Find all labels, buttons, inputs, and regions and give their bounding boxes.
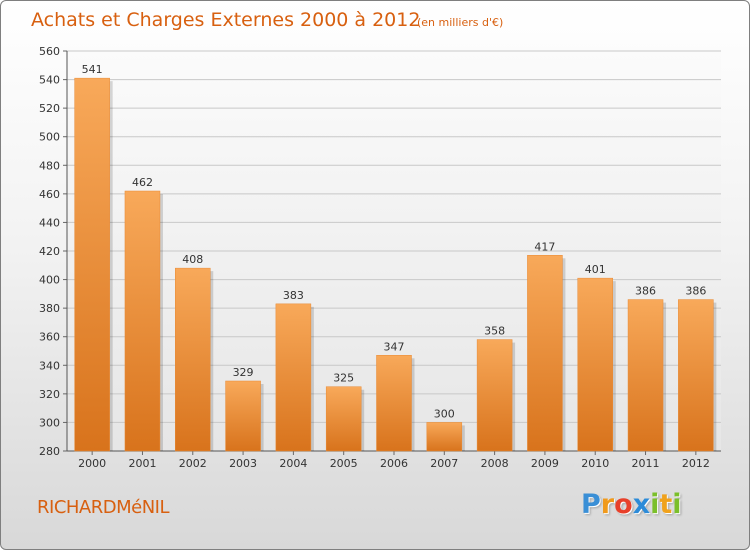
x-tick-label-2005: 2005 — [330, 457, 358, 470]
logo-letter: i — [650, 489, 660, 520]
data-label-2006: 347 — [384, 340, 405, 353]
logo-letter: x — [632, 489, 651, 520]
x-tick-label-2002: 2002 — [179, 457, 207, 470]
data-label-2007: 300 — [434, 407, 455, 420]
x-tick-label-2004: 2004 — [279, 457, 307, 470]
y-tick-label: 540 — [39, 74, 60, 87]
y-tick-label: 440 — [39, 216, 60, 229]
bar-2006 — [376, 355, 412, 452]
bar-2007 — [426, 422, 463, 452]
town-name: RICHARDMéNIL — [37, 497, 170, 518]
y-tick-label: 340 — [39, 359, 60, 372]
data-label-2002: 408 — [182, 253, 203, 266]
bar-2000 — [74, 77, 110, 452]
logo-letter: o — [614, 489, 633, 520]
x-tick-label-2008: 2008 — [481, 457, 509, 470]
x-tick-label-2007: 2007 — [430, 457, 458, 470]
data-label-2010: 401 — [585, 263, 606, 276]
chart-subtitle: (en milliers d'€) — [417, 16, 504, 29]
y-tick-label: 480 — [39, 159, 60, 172]
bar-2002 — [175, 267, 211, 452]
bar-2003 — [225, 380, 261, 452]
x-tick-label-2001: 2001 — [128, 457, 156, 470]
logo-letter: r — [600, 489, 615, 520]
y-tick-label: 280 — [39, 445, 60, 458]
y-tick-label: 460 — [39, 188, 60, 201]
logo-letter: P — [581, 489, 601, 520]
bar-2001 — [124, 190, 161, 452]
bar-2012 — [678, 299, 714, 452]
data-label-2009: 417 — [534, 240, 555, 253]
x-tick-label-2003: 2003 — [229, 457, 257, 470]
proxiti-logo: Proxiti — [581, 489, 682, 520]
y-tick-label: 360 — [39, 331, 60, 344]
labels: 280 300 320 340 360 380 400 420 440 460 480 500 520 5… — [39, 45, 710, 470]
x-tick-label-2012: 2012 — [682, 457, 710, 470]
data-label-2005: 325 — [333, 372, 354, 385]
y-tick-label: 380 — [39, 302, 60, 315]
x-tick-label-2011: 2011 — [632, 457, 660, 470]
data-label-2001: 462 — [132, 176, 153, 189]
bar-2008 — [476, 339, 513, 452]
bar-2005 — [325, 386, 362, 452]
y-tick-label: 500 — [39, 131, 60, 144]
y-tick-label: 520 — [39, 102, 60, 115]
bar-2011 — [627, 299, 664, 452]
y-tick-label: 560 — [39, 45, 60, 58]
x-tick-label-2009: 2009 — [531, 457, 559, 470]
data-label-2012: 386 — [685, 285, 706, 298]
logo-letter: i — [672, 489, 682, 520]
bar-2010 — [577, 277, 613, 452]
y-tick-label: 300 — [39, 416, 60, 429]
x-tick-label-2000: 2000 — [78, 457, 106, 470]
data-label-2000: 541 — [82, 63, 103, 76]
y-tick-label: 400 — [39, 274, 60, 287]
data-label-2011: 386 — [635, 285, 656, 298]
bar-2004 — [275, 303, 312, 452]
bar-2009 — [527, 255, 563, 452]
bars — [74, 77, 717, 452]
data-label-2008: 358 — [484, 325, 505, 338]
data-label-2004: 383 — [283, 289, 304, 302]
x-tick-label-2006: 2006 — [380, 457, 408, 470]
chart-title: Achats et Charges Externes 2000 à 2012 — [31, 9, 421, 31]
y-tick-label: 320 — [39, 388, 60, 401]
x-tick-label-2010: 2010 — [581, 457, 609, 470]
y-tick-label: 420 — [39, 245, 60, 258]
logo-letter: t — [659, 489, 673, 520]
data-label-2003: 329 — [233, 366, 254, 379]
